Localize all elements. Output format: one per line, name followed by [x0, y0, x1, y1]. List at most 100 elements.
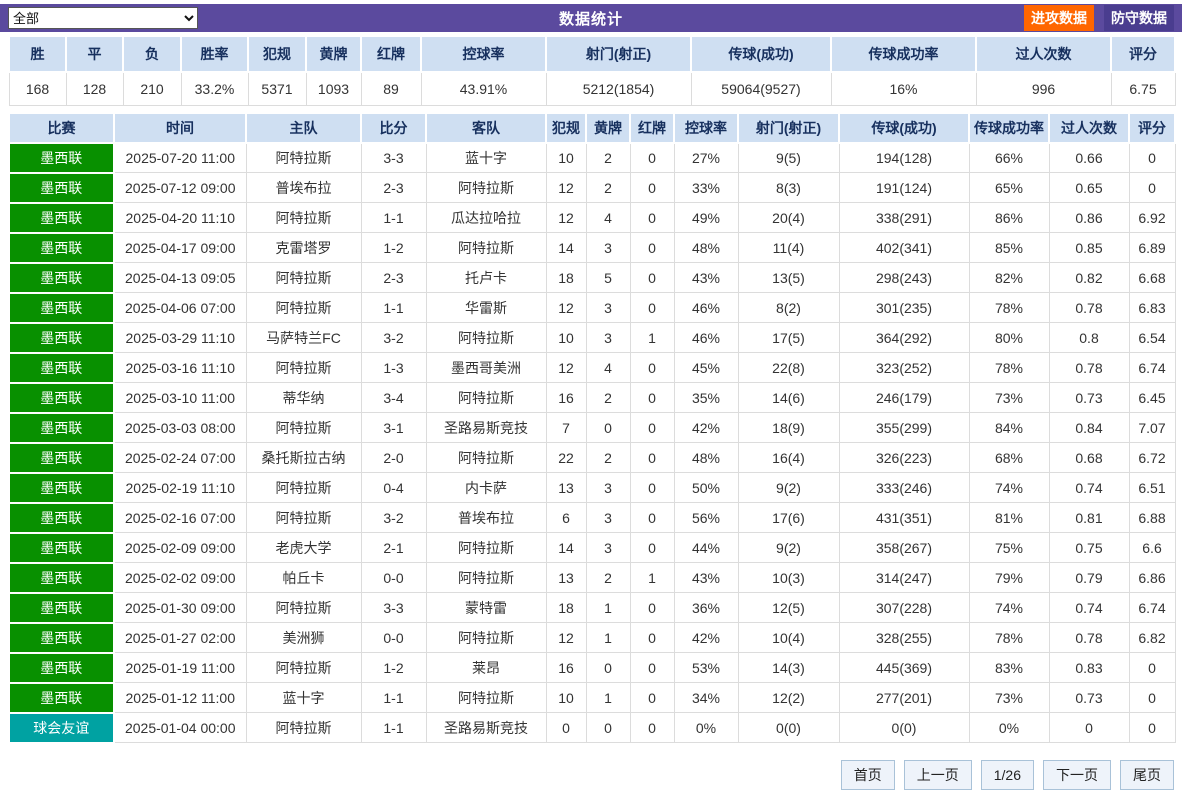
yellow-cards: 0: [585, 412, 631, 443]
away-team: 阿特拉斯: [425, 442, 547, 473]
score: 3-1: [360, 412, 427, 443]
pass-success-rate: 82%: [968, 262, 1050, 293]
possession: 48%: [673, 442, 739, 473]
summary-column-header: 射门(射正): [545, 35, 692, 73]
pass-success-rate: 73%: [968, 382, 1050, 413]
defense-data-button[interactable]: 防守数据: [1104, 5, 1174, 31]
home-team: 阿特拉斯: [245, 142, 362, 173]
first-page-button[interactable]: 首页: [840, 759, 895, 790]
yellow-cards: 3: [585, 232, 631, 263]
matches-header-row: 比赛 时间 主队 比分 客队 犯规 黄牌 红牌 控球率 射门(射正) 传球(成功) 传球成功率 过人次数…: [8, 111, 1176, 144]
shots-on-target: 8(3): [737, 172, 840, 203]
yellow-cards: 1: [585, 682, 631, 713]
rating: 7.07: [1128, 412, 1176, 443]
away-team: 蓝十字: [425, 142, 547, 173]
score: 3-3: [360, 142, 427, 173]
last-page-button[interactable]: 尾页: [1120, 759, 1174, 790]
home-team: 蓝十字: [245, 682, 362, 713]
match-time: 2025-01-30 09:00: [113, 592, 247, 623]
rating: 0: [1128, 682, 1176, 713]
dribbles: 0.68: [1048, 442, 1130, 473]
red-cards: 1: [629, 562, 675, 593]
dribbles: 0.86: [1048, 202, 1130, 233]
red-cards: 0: [629, 502, 675, 533]
table-row: 墨西联 2025-01-12 11:00 蓝十字 1-1 阿特拉斯 10 1 0 34% 12(2…: [8, 681, 1176, 714]
yellow-cards: 3: [585, 532, 631, 563]
passes-successful: 431(351): [838, 502, 970, 533]
score: 2-1: [360, 532, 427, 563]
passes-successful: 328(255): [838, 622, 970, 653]
match-time: 2025-01-27 02:00: [113, 622, 247, 653]
attack-data-button[interactable]: 进攻数据: [1024, 5, 1094, 31]
possession: 45%: [673, 352, 739, 383]
league-badge: 墨西联: [8, 681, 115, 714]
topbar-buttons: 进攻数据 防守数据: [1024, 5, 1182, 31]
red-cards: 0: [629, 622, 675, 653]
pass-success-rate: 68%: [968, 442, 1050, 473]
table-column-header: 传球(成功): [838, 111, 970, 144]
match-time: 2025-07-20 11:00: [113, 142, 247, 173]
yellow-cards: 0: [585, 652, 631, 683]
passes-successful: 358(267): [838, 532, 970, 563]
possession: 53%: [673, 652, 739, 683]
dribbles: 0.81: [1048, 502, 1130, 533]
summary-column-header: 胜: [8, 35, 67, 73]
table-column-header: 主队: [245, 111, 362, 144]
possession: 33%: [673, 172, 739, 203]
fouls: 16: [545, 382, 587, 413]
dribbles: 0.75: [1048, 532, 1130, 563]
red-cards: 0: [629, 382, 675, 413]
home-team: 美洲狮: [245, 622, 362, 653]
pass-success-rate: 86%: [968, 202, 1050, 233]
summary-value: 16%: [830, 71, 977, 106]
table-row: 墨西联 2025-02-19 11:10 阿特拉斯 0-4 内卡萨 13 3 0 50% 9(2)…: [8, 471, 1176, 504]
summary-column-header: 评分: [1110, 35, 1176, 73]
yellow-cards: 2: [585, 562, 631, 593]
shots-on-target: 9(5): [737, 142, 840, 173]
table-column-header: 过人次数: [1048, 111, 1130, 144]
topbar: 全部 数据统计 进攻数据 防守数据: [0, 4, 1182, 32]
league-badge: 墨西联: [8, 381, 115, 414]
away-team: 华雷斯: [425, 292, 547, 323]
fouls: 13: [545, 562, 587, 593]
dribbles: 0.85: [1048, 232, 1130, 263]
dribbles: 0.79: [1048, 562, 1130, 593]
red-cards: 0: [629, 712, 675, 743]
league-badge: 墨西联: [8, 261, 115, 294]
possession: 42%: [673, 412, 739, 443]
dribbles: 0.78: [1048, 622, 1130, 653]
away-team: 阿特拉斯: [425, 232, 547, 263]
yellow-cards: 2: [585, 442, 631, 473]
shots-on-target: 20(4): [737, 202, 840, 233]
rating: 0: [1128, 172, 1176, 203]
match-time: 2025-02-19 11:10: [113, 472, 247, 503]
match-time: 2025-07-12 09:00: [113, 172, 247, 203]
away-team: 圣路易斯竞技: [425, 412, 547, 443]
summary-column-header: 过人次数: [975, 35, 1112, 73]
possession: 34%: [673, 682, 739, 713]
league-filter-select[interactable]: 全部: [8, 7, 198, 29]
red-cards: 0: [629, 412, 675, 443]
summary-value: 89: [360, 71, 422, 106]
passes-successful: 301(235): [838, 292, 970, 323]
pass-success-rate: 74%: [968, 592, 1050, 623]
pass-success-rate: 74%: [968, 472, 1050, 503]
dribbles: 0.65: [1048, 172, 1130, 203]
yellow-cards: 1: [585, 592, 631, 623]
page-indicator[interactable]: 1/26: [980, 759, 1034, 790]
passes-successful: 314(247): [838, 562, 970, 593]
home-team: 阿特拉斯: [245, 412, 362, 443]
dribbles: 0: [1048, 712, 1130, 743]
rating: 6.89: [1128, 232, 1176, 263]
summary-value: 5371: [247, 71, 307, 106]
dribbles: 0.84: [1048, 412, 1130, 443]
passes-successful: 364(292): [838, 322, 970, 353]
prev-page-button[interactable]: 上一页: [903, 759, 972, 790]
next-page-button[interactable]: 下一页: [1043, 759, 1111, 790]
away-team: 瓜达拉哈拉: [425, 202, 547, 233]
home-team: 老虎大学: [245, 532, 362, 563]
fouls: 10: [545, 142, 587, 173]
table-row: 墨西联 2025-04-17 09:00 克雷塔罗 1-2 阿特拉斯 14 3 0 48% 11(…: [8, 231, 1176, 264]
red-cards: 0: [629, 442, 675, 473]
rating: 6.54: [1128, 322, 1176, 353]
